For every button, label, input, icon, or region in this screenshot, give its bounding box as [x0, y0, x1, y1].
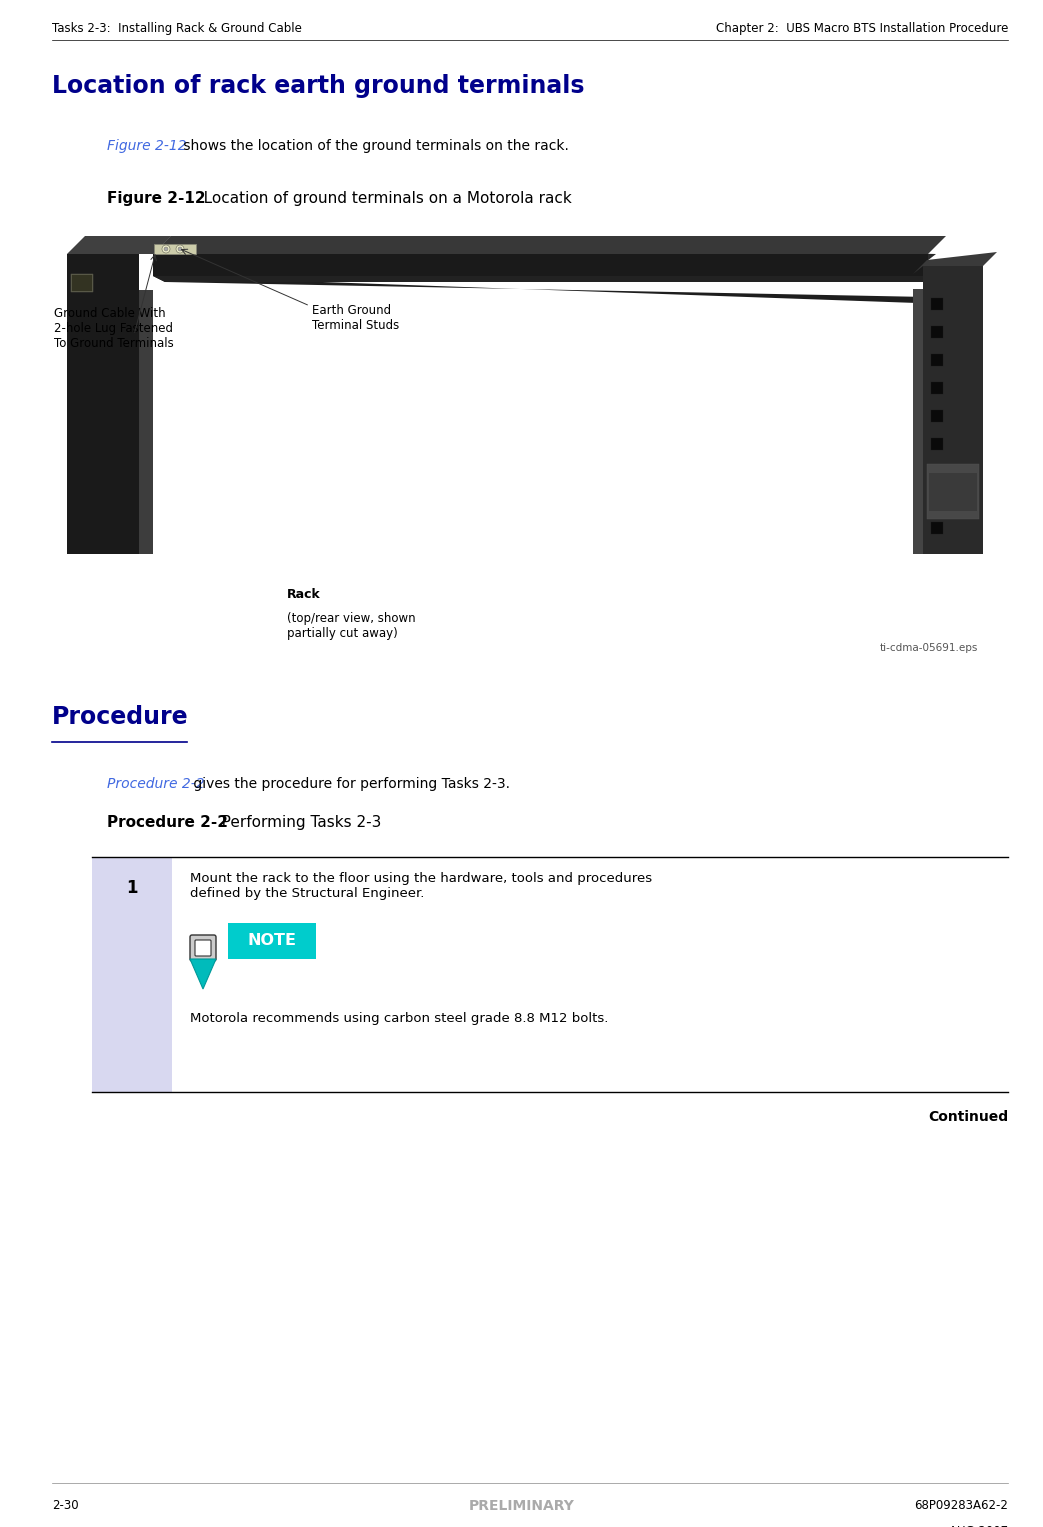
Bar: [52, 229, 1008, 583]
Polygon shape: [190, 959, 216, 989]
Bar: [931, 466, 943, 478]
Circle shape: [164, 247, 168, 250]
Bar: [228, 922, 316, 959]
Text: Performing Tasks 2-3: Performing Tasks 2-3: [207, 815, 382, 831]
Text: Figure 2-12: Figure 2-12: [107, 139, 187, 153]
Bar: [923, 266, 983, 554]
Bar: [931, 298, 943, 310]
Polygon shape: [913, 252, 997, 273]
Bar: [67, 253, 139, 554]
Text: 2-30: 2-30: [52, 1500, 78, 1512]
Circle shape: [176, 244, 184, 253]
Bar: [927, 464, 979, 519]
Bar: [913, 289, 923, 554]
Circle shape: [162, 244, 170, 253]
Text: Continued: Continued: [928, 1110, 1008, 1124]
Bar: [139, 290, 153, 554]
Bar: [72, 275, 92, 292]
Text: Procedure: Procedure: [52, 705, 189, 728]
Bar: [929, 473, 977, 512]
FancyBboxPatch shape: [190, 935, 216, 960]
Text: shows the location of the ground terminals on the rack.: shows the location of the ground termina…: [179, 139, 568, 153]
Text: Ground Cable With
2-hole Lug Fastened
To Ground Terminals: Ground Cable With 2-hole Lug Fastened To…: [54, 307, 174, 350]
Text: Chapter 2:  UBS Macro BTS Installation Procedure: Chapter 2: UBS Macro BTS Installation Pr…: [715, 21, 1008, 35]
Text: (top/rear view, shown
partially cut away): (top/rear view, shown partially cut away…: [287, 612, 415, 640]
Text: 1: 1: [126, 880, 138, 896]
Polygon shape: [153, 237, 936, 269]
Text: ti-cdma-05691.eps: ti-cdma-05691.eps: [879, 643, 978, 654]
Bar: [931, 522, 943, 534]
Text: NOTE: NOTE: [247, 933, 296, 948]
Text: Motorola recommends using carbon steel grade 8.8 M12 bolts.: Motorola recommends using carbon steel g…: [190, 1012, 608, 1025]
Text: AUG 2007: AUG 2007: [949, 1525, 1008, 1527]
Polygon shape: [153, 276, 930, 302]
Bar: [154, 244, 196, 253]
Bar: [931, 495, 943, 505]
Text: 68P09283A62-2: 68P09283A62-2: [914, 1500, 1008, 1512]
Bar: [931, 438, 943, 450]
Bar: [71, 273, 93, 292]
Text: Procedure 2-2: Procedure 2-2: [107, 777, 204, 791]
Text: Location of rack earth ground terminals: Location of rack earth ground terminals: [52, 73, 584, 98]
Text: Figure 2-12: Figure 2-12: [107, 191, 205, 206]
Bar: [92, 857, 172, 1092]
Polygon shape: [153, 276, 940, 282]
Bar: [931, 354, 943, 366]
Bar: [931, 382, 943, 394]
Polygon shape: [153, 237, 946, 253]
Text: PRELIMINARY: PRELIMINARY: [468, 1500, 575, 1513]
Bar: [931, 325, 943, 337]
Text: Mount the rack to the floor using the hardware, tools and procedures
defined by : Mount the rack to the floor using the ha…: [190, 872, 652, 899]
Polygon shape: [67, 237, 171, 253]
Bar: [153, 253, 928, 276]
Text: Procedure 2-2: Procedure 2-2: [107, 815, 228, 831]
Bar: [931, 411, 943, 421]
Text: Earth Ground
Terminal Studs: Earth Ground Terminal Studs: [312, 304, 399, 331]
Text: Tasks 2-3:  Installing Rack & Ground Cable: Tasks 2-3: Installing Rack & Ground Cabl…: [52, 21, 301, 35]
Circle shape: [178, 247, 181, 250]
FancyBboxPatch shape: [195, 941, 211, 956]
Text: gives the procedure for performing Tasks 2-3.: gives the procedure for performing Tasks…: [189, 777, 510, 791]
Text: Rack: Rack: [287, 588, 321, 602]
Text: Location of ground terminals on a Motorola rack: Location of ground terminals on a Motoro…: [189, 191, 572, 206]
